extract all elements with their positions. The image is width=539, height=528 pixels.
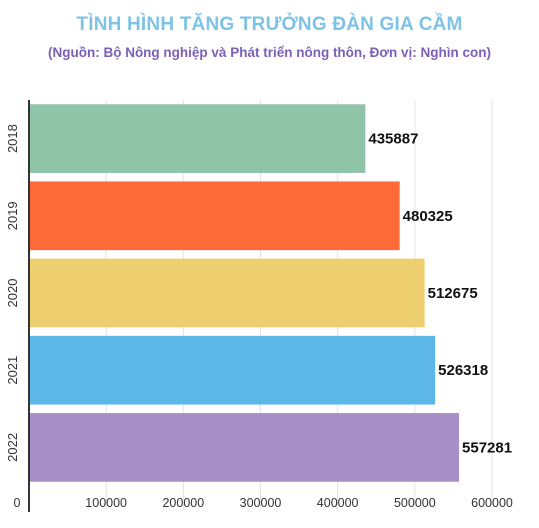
value-label-2020: 512675 <box>428 285 478 302</box>
y-tick-2020: 2020 <box>5 279 20 308</box>
y-tick-2022: 2022 <box>5 433 20 462</box>
x-tick-400000: 400000 <box>317 496 359 510</box>
x-tick-labels: 0 100000 200000 300000 400000 500000 600000 <box>14 496 513 510</box>
bars <box>29 104 460 482</box>
value-labels: 435887 480325 512675 526318 557281 <box>368 131 512 457</box>
x-tick-300000: 300000 <box>240 496 282 510</box>
bar-2018 <box>29 104 366 173</box>
y-tick-2021: 2021 <box>5 356 20 385</box>
value-label-2022: 557281 <box>462 439 512 456</box>
chart-subtitle: (Nguồn: Bộ Nông nghiệp và Phát triển nôn… <box>47 45 492 60</box>
bar-2021 <box>29 335 436 405</box>
y-tick-labels: 2018 2019 2020 2021 2022 <box>5 124 20 462</box>
x-tick-600000: 600000 <box>471 496 513 510</box>
value-label-2018: 435887 <box>368 131 418 148</box>
x-tick-500000: 500000 <box>394 496 436 510</box>
bar-2020 <box>29 258 425 328</box>
bar-2019 <box>29 181 400 251</box>
y-tick-2018: 2018 <box>5 124 20 153</box>
chart-title: TÌNH HÌNH TĂNG TRƯỞNG ĐÀN GIA CẦM <box>76 14 463 35</box>
x-tick-100000: 100000 <box>85 496 127 510</box>
x-tick-0: 0 <box>14 496 21 510</box>
x-tick-200000: 200000 <box>162 496 204 510</box>
value-label-2019: 480325 <box>403 208 453 225</box>
y-tick-2019: 2019 <box>5 201 20 230</box>
value-label-2021: 526318 <box>438 362 488 379</box>
bar-2022 <box>29 413 460 482</box>
